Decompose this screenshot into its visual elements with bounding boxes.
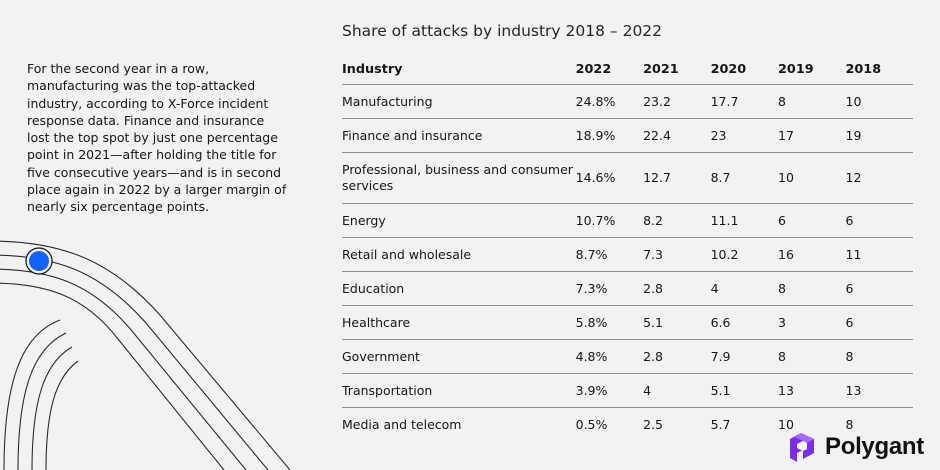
value-2019-cell: 17 xyxy=(778,118,846,153)
value-2022-cell: 7.3% xyxy=(575,271,644,306)
value-2021-cell: 5.1 xyxy=(643,305,711,340)
value-2018-cell: 11 xyxy=(845,237,913,272)
value-2022-cell: 24.8% xyxy=(575,84,644,119)
value-2022-cell: 5.8% xyxy=(575,305,644,340)
table-row: Finance and insurance 18.9% 22.4 23 17 19 xyxy=(342,118,913,153)
value-2018-cell: 13 xyxy=(845,373,913,408)
value-2020-cell: 5.7 xyxy=(710,416,731,432)
polygant-logo-text: Polygant xyxy=(825,433,924,460)
industry-cell: Manufacturing xyxy=(342,84,576,119)
table-row: Education 7.3% 2.8 4 8 6 xyxy=(342,271,913,306)
value-2020-cell: 7.9 xyxy=(710,339,779,374)
table-row: Government 4.8% 2.8 7.9 8 8 xyxy=(342,339,913,374)
value-2022-cell: 3.9% xyxy=(575,373,644,408)
value-2020-cell: 8.7 xyxy=(710,152,779,204)
industry-cell: Government xyxy=(342,339,576,374)
value-2021-cell: 7.3 xyxy=(643,237,711,272)
header-industry: Industry xyxy=(342,54,576,85)
value-2021-cell: 8.2 xyxy=(643,203,711,238)
table-row: Transportation 3.9% 4 5.1 13 13 xyxy=(342,373,913,408)
value-2019-cell: 10 xyxy=(778,152,846,204)
attacks-table: Industry 2022 2021 2020 2019 2018 Manufa… xyxy=(342,54,913,441)
header-2019: 2019 xyxy=(778,54,846,85)
value-2021-cell: 4 xyxy=(643,373,711,408)
industry-cell: Media and telecom xyxy=(342,416,462,432)
value-2019-cell: 8 xyxy=(778,339,846,374)
value-2018-cell: 12 xyxy=(845,152,913,204)
table-row: Retail and wholesale 8.7% 7.3 10.2 16 11 xyxy=(342,237,913,272)
header-2021: 2021 xyxy=(643,54,711,85)
value-2018-cell: 6 xyxy=(845,203,913,238)
value-2021-cell: 2.8 xyxy=(643,271,711,306)
table-row: Healthcare 5.8% 5.1 6.6 3 6 xyxy=(342,305,913,340)
industry-cell: Retail and wholesale xyxy=(342,237,576,272)
industry-cell: Transportation xyxy=(342,373,576,408)
value-2021-cell: 23.2 xyxy=(643,84,711,119)
value-2018-cell: 8 xyxy=(845,416,854,432)
industry-cell: Finance and insurance xyxy=(342,118,576,153)
value-2018-cell: 6 xyxy=(845,305,913,340)
value-2020-cell: 5.1 xyxy=(710,373,779,408)
value-2022-cell: 4.8% xyxy=(575,339,644,374)
table-row: Media and telecom 0.5% 2.5 5.7 10 8 xyxy=(342,408,913,442)
table-title: Share of attacks by industry 2018 – 2022 xyxy=(342,22,663,40)
table-row: Manufacturing 24.8% 23.2 17.7 8 10 xyxy=(342,84,913,119)
value-2021-cell: 2.5 xyxy=(643,416,663,432)
polygant-watermark: Polygant xyxy=(786,428,924,466)
value-2020-cell: 17.7 xyxy=(710,84,779,119)
value-2022-cell: 18.9% xyxy=(575,118,644,153)
value-2019-cell: 10 xyxy=(778,416,794,432)
value-2021-cell: 12.7 xyxy=(643,152,711,204)
header-2018: 2018 xyxy=(845,54,913,85)
industry-cell: Education xyxy=(342,271,576,306)
value-2019-cell: 13 xyxy=(778,373,846,408)
industry-cell: Healthcare xyxy=(342,305,576,340)
value-2021-cell: 22.4 xyxy=(643,118,711,153)
table-header-row: Industry 2022 2021 2020 2019 2018 xyxy=(342,54,913,85)
table-row: Energy 10.7% 8.2 11.1 6 6 xyxy=(342,203,913,238)
value-2018-cell: 8 xyxy=(845,339,913,374)
table-row: Professional, business and consumer serv… xyxy=(342,152,913,204)
value-2022-cell: 14.6% xyxy=(575,152,644,204)
industry-cell: Energy xyxy=(342,203,576,238)
value-2020-cell: 11.1 xyxy=(710,203,779,238)
intro-paragraph: For the second year in a row, manufactur… xyxy=(27,61,287,215)
value-2020-cell: 4 xyxy=(710,271,779,306)
value-2019-cell: 8 xyxy=(778,271,846,306)
polygant-logo-icon xyxy=(790,433,814,462)
header-2022: 2022 xyxy=(575,54,644,85)
value-2022-cell: 0.5% xyxy=(575,416,608,432)
value-2022-cell: 10.7% xyxy=(575,203,644,238)
industry-cell: Professional, business and consumer serv… xyxy=(342,152,576,204)
value-2019-cell: 8 xyxy=(778,84,846,119)
header-2020: 2020 xyxy=(710,54,779,85)
value-2019-cell: 6 xyxy=(778,203,846,238)
value-2018-cell: 6 xyxy=(845,271,913,306)
value-2019-cell: 16 xyxy=(778,237,846,272)
decorative-track-lines xyxy=(0,240,291,470)
value-2022-cell: 8.7% xyxy=(575,237,644,272)
value-2019-cell: 3 xyxy=(778,305,846,340)
value-2018-cell: 19 xyxy=(845,118,913,153)
value-2021-cell: 2.8 xyxy=(643,339,711,374)
value-2020-cell: 23 xyxy=(710,118,779,153)
value-2020-cell: 6.6 xyxy=(710,305,779,340)
value-2020-cell: 10.2 xyxy=(710,237,779,272)
value-2018-cell: 10 xyxy=(845,84,913,119)
